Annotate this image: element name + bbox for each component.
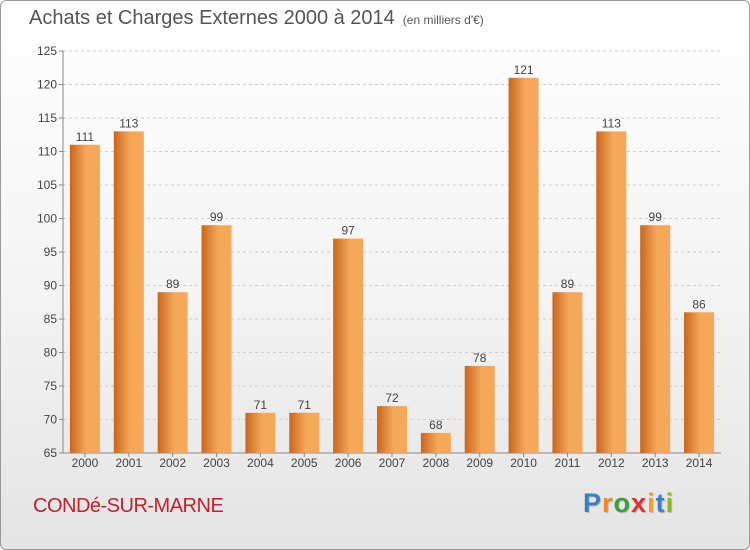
bar-2014 <box>684 312 715 453</box>
y-tick-label: 125 <box>37 44 57 58</box>
bar-value-label: 72 <box>385 391 399 405</box>
bar-2000 <box>69 144 100 454</box>
y-tick-label: 120 <box>37 78 57 92</box>
logo-letter: i <box>665 488 675 518</box>
x-tick-label: 2000 <box>72 456 99 470</box>
x-tick-label: 2008 <box>423 456 450 470</box>
logo-letter: o <box>613 488 632 518</box>
commune-name: CONDé-SUR-MARNE <box>33 495 224 517</box>
chart-title: Achats et Charges Externes 2000 à 2014 (e… <box>29 7 484 30</box>
logo-letter: i <box>647 488 656 518</box>
x-tick-label: 2011 <box>555 456 581 470</box>
bar-value-label: 111 <box>76 130 95 144</box>
bar-value-label: 86 <box>692 297 706 311</box>
bar-value-label: 99 <box>649 210 663 224</box>
bar-value-label: 121 <box>514 63 534 77</box>
bar-2009 <box>464 365 495 453</box>
bar-2003 <box>201 225 232 453</box>
bar-2008 <box>420 432 451 453</box>
y-tick-label: 80 <box>44 346 58 360</box>
logo-letter: x <box>631 488 648 518</box>
x-tick-label: 2013 <box>642 456 669 470</box>
y-tick-label: 100 <box>37 212 57 226</box>
bars-layer <box>69 77 715 454</box>
bar-2012 <box>596 131 627 453</box>
bar-value-label: 68 <box>429 418 443 432</box>
chart-unit-note: (en milliers d'€) <box>402 13 484 27</box>
y-tick-label: 110 <box>38 145 57 159</box>
logo-letter: P <box>583 488 603 518</box>
x-tick-label: 2005 <box>291 456 318 470</box>
x-tick-label: 2009 <box>466 456 493 470</box>
bar-2004 <box>245 412 276 453</box>
bar-value-label: 99 <box>210 210 224 224</box>
bar-2002 <box>157 292 188 453</box>
bar-value-label: 113 <box>119 116 138 130</box>
x-tick-label: 2006 <box>335 456 362 470</box>
proxiti-logo: Proxiti <box>583 488 674 519</box>
x-tick-label: 2001 <box>115 456 142 470</box>
x-tick-label: 2003 <box>203 456 230 470</box>
x-tick-label: 2014 <box>686 456 713 470</box>
x-tick-label: 2007 <box>379 456 406 470</box>
bar-value-label: 89 <box>561 277 575 291</box>
y-tick-label: 75 <box>44 379 58 393</box>
y-tick-label: 65 <box>44 446 58 460</box>
logo-letter: r <box>602 488 614 518</box>
bar-value-label: 113 <box>602 116 621 130</box>
bar-2006 <box>333 238 364 453</box>
y-tick-label: 85 <box>44 312 58 326</box>
y-tick-label: 90 <box>44 279 58 293</box>
bar-value-label: 78 <box>473 351 487 365</box>
bar-2007 <box>377 406 407 453</box>
bar-2005 <box>289 412 320 453</box>
axis-layer: 65 70 75 80 85 90 95 100 105 110 115 120 125 <box>37 44 721 460</box>
labels-layer: 111 2000 113 2001 89 2002 99 2003 71 2004 71 2005 97… <box>72 63 713 470</box>
y-tick-label: 95 <box>44 245 58 259</box>
x-tick-label: 2004 <box>247 456 274 470</box>
x-tick-label: 2012 <box>598 456 625 470</box>
bar-value-label: 89 <box>166 277 180 291</box>
bar-value-label: 97 <box>341 224 355 238</box>
y-tick-label: 105 <box>37 178 57 192</box>
bar-2011 <box>552 292 583 453</box>
chart-title-text: Achats et Charges Externes 2000 à 2014 <box>29 7 395 29</box>
bar-2001 <box>113 131 144 453</box>
y-tick-label: 70 <box>44 413 58 427</box>
y-tick-label: 115 <box>38 111 57 125</box>
x-tick-label: 2010 <box>510 456 537 470</box>
bar-value-label: 71 <box>254 398 268 412</box>
x-tick-label: 2002 <box>159 456 186 470</box>
bar-value-label: 71 <box>298 398 312 412</box>
bar-2013 <box>640 225 671 453</box>
bar-2010 <box>508 77 539 454</box>
logo-letter: t <box>655 488 666 518</box>
